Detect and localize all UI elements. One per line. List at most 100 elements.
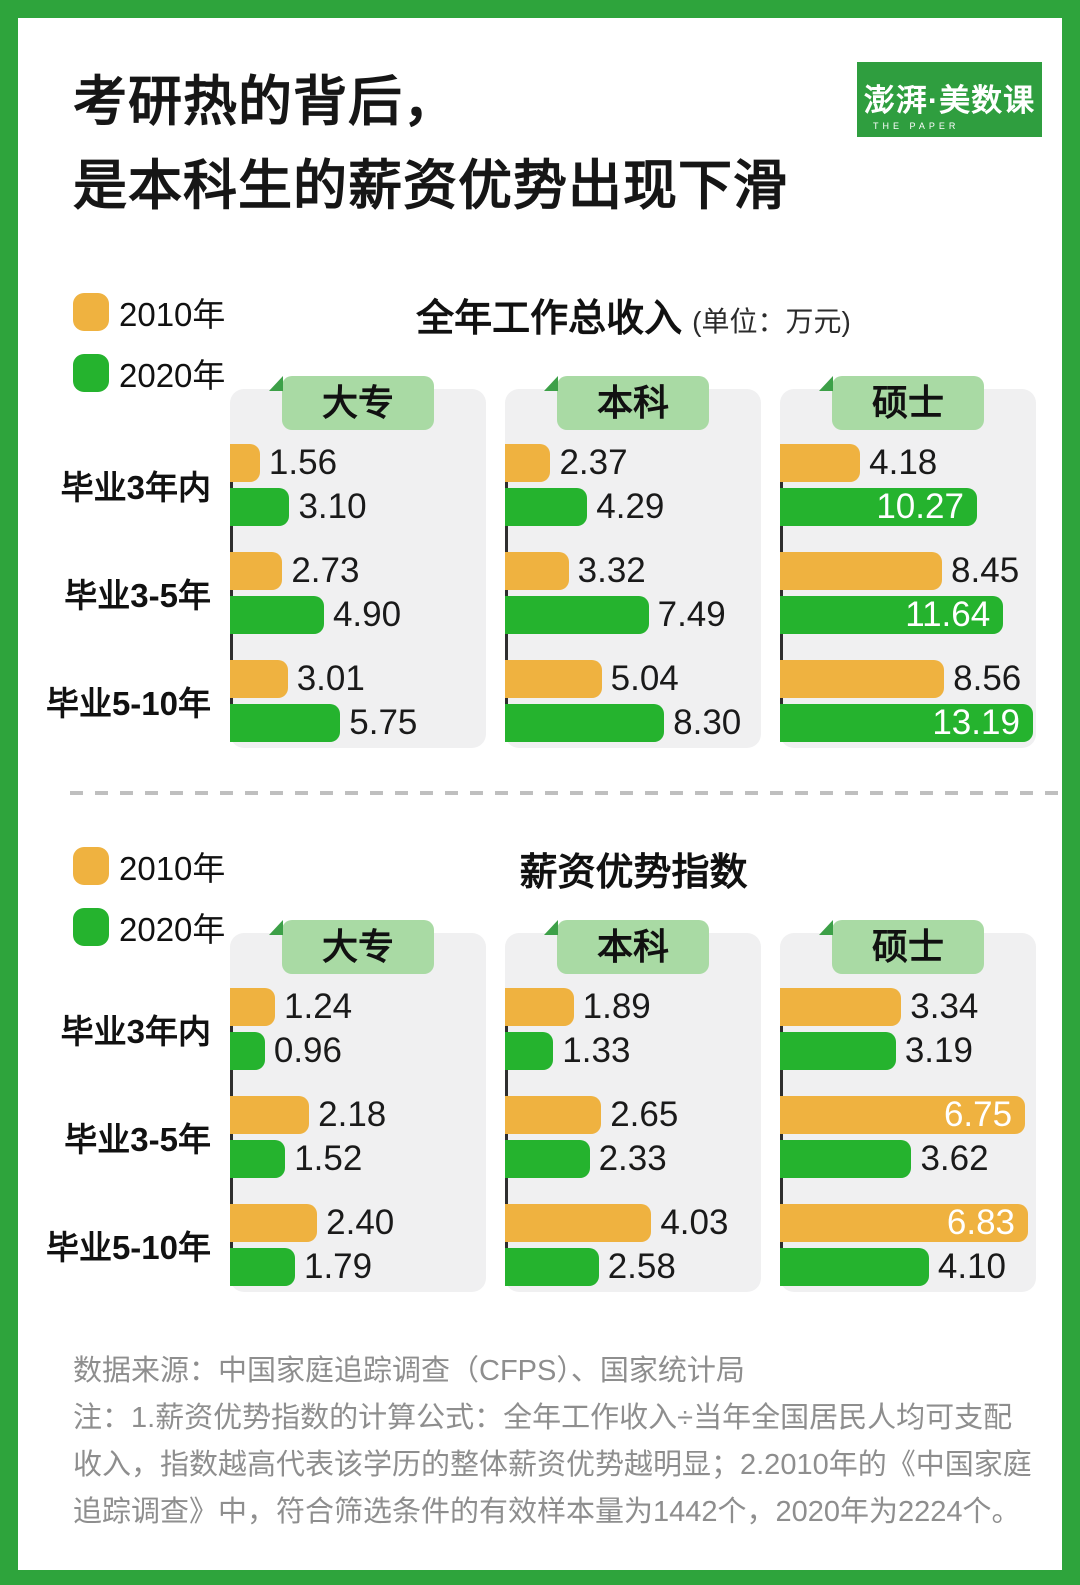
bar-value-label: 7.49 [657,595,726,634]
bar-group: 3.01 5.75 [230,659,486,742]
row-label: 毕业3-5年 [64,1121,211,1158]
bar-2020年 [230,488,290,526]
bar-value-label: 3.19 [904,1031,973,1070]
bar-row: 3.34 [780,987,1036,1026]
bar-2020年 [505,596,649,634]
column-tab: 本科 [543,376,710,430]
bar-value-label: 3.10 [298,487,367,526]
bar-value-label: 1.56 [268,443,338,482]
row-label: 毕业3-5年 [64,577,211,614]
bar-row: 4.29 [505,487,761,526]
bar-value-label: 1.33 [562,1031,631,1070]
bar-2010年: 6.83 [780,1203,1028,1242]
bar-value-label: 5.04 [610,659,679,698]
bar-2010年 [505,1204,652,1242]
bar-2010年 [505,444,551,482]
bar-row: 8.45 [780,551,1036,590]
legend-label: 2010年 [119,296,226,333]
bar-2010年 [505,552,569,590]
bar-row: 7.49 [505,595,761,634]
bar-value-label: 0.96 [273,1031,342,1070]
page-title-line1: 考研热的背后， [73,72,458,132]
legend: 2010年 2020年 [73,842,225,951]
bar-group: 2.18 1.52 [230,1095,486,1178]
bar-group: 6.83 4.10 [780,1203,1036,1286]
bar-2010年 [230,1096,310,1134]
bar-2020年 [505,1140,590,1178]
bar-group: 6.75 3.62 [780,1095,1036,1178]
column-tab: 硕士 [818,920,985,974]
bars-area: 3.34 3.19 6.75 3.62 6.83 4.10 [780,987,1036,1286]
bar-value-label: 2.65 [610,1095,679,1134]
bar-2020年 [505,704,665,742]
bar-row: 4.90 [230,595,486,634]
bar-row: 13.19 [780,703,1036,742]
chart-title-text: 薪资优势指数 [519,852,748,894]
row-label: 毕业3年内 [60,469,211,506]
bar-2020年 [505,1248,599,1286]
chart-panel-本科: 本科 1.89 1.33 2.65 2.33 4.03 2.58 [505,920,761,1292]
column-tab: 硕士 [818,376,985,430]
bar-row: 2.73 [230,551,486,590]
bar-value-label: 5.75 [349,703,418,742]
bar-group: 2.65 2.33 [505,1095,761,1178]
bar-value-label: 6.83 [946,1203,1015,1242]
bar-value-label: 1.89 [582,987,651,1026]
bar-group: 3.32 7.49 [505,551,761,634]
bar-2010年 [780,660,945,698]
row-labels: 毕业3年内 毕业3-5年 毕业5-10年 [46,444,211,748]
bar-group: 3.34 3.19 [780,987,1036,1070]
bar-row: 1.56 [230,443,486,482]
bar-2010年 [230,660,288,698]
bar-row: 5.75 [230,703,486,742]
bar-value-label: 2.33 [598,1139,667,1178]
bar-value-label: 8.56 [953,659,1022,698]
bar-row: 1.89 [505,987,761,1026]
bar-2020年 [230,1248,295,1286]
chart-head: 2010年 2020年 全年工作总收入 (单位：万元) [55,285,1037,394]
footnote-text: 注：1.薪资优势指数的计算公式：全年工作收入÷当年全国居民人均可支配收入，指数越… [73,1402,1032,1528]
bar-group: 1.89 1.33 [505,987,761,1070]
bar-2020年 [780,1248,929,1286]
chart-panel-本科: 本科 2.37 4.29 3.32 7.49 5.04 8.30 [505,376,761,748]
row-labels: 毕业3年内毕业3-5年毕业5-10年 [45,988,211,1292]
chart-title: 薪资优势指数 [230,839,1037,896]
bar-row: 2.40 [230,1203,486,1242]
bar-group: 5.04 8.30 [505,659,761,742]
bar-value-label: 2.18 [318,1095,387,1134]
data-source-text: 数据来源：中国家庭追踪调查（CFPS）、国家统计局 [73,1355,745,1387]
legend-label: 2020年 [119,911,226,948]
bar-row: 11.64 [780,595,1036,634]
bar-row: 0.96 [230,1031,486,1070]
bar-2010年 [505,660,602,698]
chart-title: 全年工作总收入 (单位：万元) [230,285,1037,342]
page-title-line2: 是本科生的薪资优势出现下滑 [73,156,788,216]
bar-value-label: 8.30 [673,703,742,742]
bar-value-label: 2.73 [291,551,360,590]
row-label: 毕业5-10年 [45,1229,211,1266]
bar-2020年 [230,1140,286,1178]
bar-row: 6.83 [780,1203,1036,1242]
bars-area: 1.89 1.33 2.65 2.33 4.03 2.58 [505,987,761,1286]
bar-value-label: 8.45 [951,551,1020,590]
bar-value-label: 3.62 [920,1139,989,1178]
bars-area: 1.56 3.10 2.73 4.90 3.01 5.75 [230,443,486,742]
chart-panel-大专: 大专 1.56 3.10 2.73 4.90 3.01 5.75 [230,376,486,748]
bar-row: 2.58 [505,1247,761,1286]
bar-value-label: 1.52 [294,1139,363,1178]
legend-swatch-2010年 [73,293,109,331]
chart-unit-label: (单位：万元) [692,306,851,337]
bar-value-label: 4.03 [660,1203,729,1242]
bar-row: 3.62 [780,1139,1036,1178]
bar-value-label: 4.29 [596,487,665,526]
bar-2010年: 6.75 [780,1095,1026,1134]
row-label: 毕业3年内 [60,1013,211,1050]
bar-value-label: 2.58 [607,1247,676,1286]
bar-group: 2.40 1.79 [230,1203,486,1286]
chart-grid: 毕业3年内 毕业3-5年 毕业5-10年 大专 1.24 0.96 2.18 1.52 2.40… [45,917,1037,1292]
bar-group: 2.37 4.29 [505,443,761,526]
bar-2010年 [505,988,574,1026]
page-title: 考研热的背后， 是本科生的薪资优势出现下滑 [73,60,1037,228]
bar-value-label: 6.75 [943,1095,1013,1134]
